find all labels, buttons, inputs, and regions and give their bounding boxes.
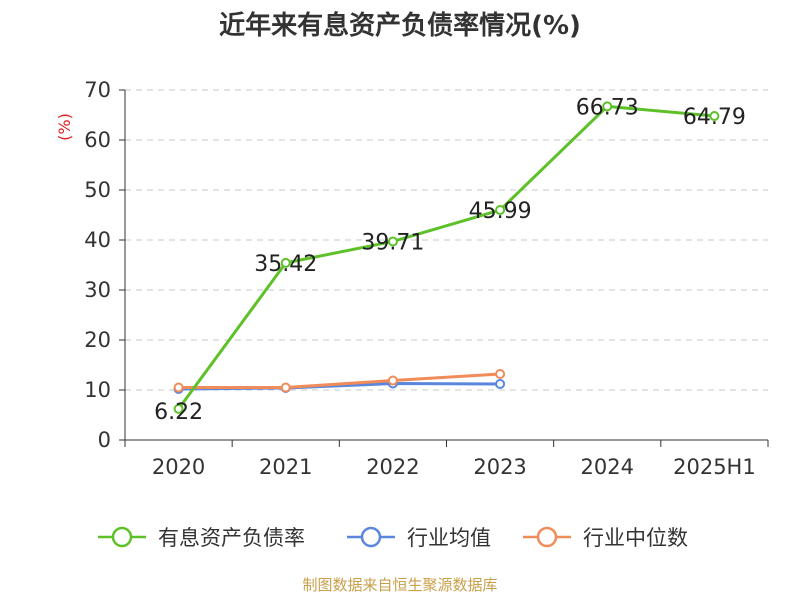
legend-marker xyxy=(111,526,133,548)
series-line xyxy=(177,104,715,410)
data-point xyxy=(602,101,613,112)
legend-marker xyxy=(536,526,558,548)
data-point xyxy=(280,382,291,393)
y-tick-label: 20 xyxy=(84,328,111,352)
data-label: 6.22 xyxy=(154,400,203,425)
series-line xyxy=(178,372,501,389)
y-tick-label: 60 xyxy=(84,128,111,152)
data-point xyxy=(709,111,720,122)
legend: 有息资产负债率 行业均值 行业中位数 xyxy=(98,526,688,550)
legend-label: 行业均值 xyxy=(407,526,491,550)
y-tick-label: 30 xyxy=(84,278,111,302)
legend-label: 有息资产负债率 xyxy=(158,526,305,550)
data-label: 35.42 xyxy=(254,252,317,277)
gridlines xyxy=(125,89,768,391)
data-label: 39.71 xyxy=(361,230,424,255)
data-point xyxy=(495,369,506,379)
y-tick-label: 10 xyxy=(84,378,111,402)
y-axis-unit: (%) xyxy=(55,113,74,141)
chart-title: 近年来有息资产负债率情况(%) xyxy=(219,10,581,41)
data-point xyxy=(280,257,291,268)
data-point xyxy=(495,379,506,389)
data-label: 45.99 xyxy=(469,199,532,224)
x-tick-label: 2024 xyxy=(581,455,634,479)
x-tick-label: 2023 xyxy=(473,455,526,479)
y-tick-label: 0 xyxy=(98,428,111,452)
legend-marker xyxy=(360,526,382,548)
data-point xyxy=(173,382,184,393)
x-tick-label: 2020 xyxy=(152,455,205,479)
legend-label: 行业中位数 xyxy=(583,526,688,550)
data-label: 64.79 xyxy=(683,105,746,130)
x-tick-label: 2025H1 xyxy=(673,455,756,479)
x-tick-label: 2021 xyxy=(259,455,312,479)
y-tick-labels: 0 10 20 30 40 50 60 70 xyxy=(84,78,125,452)
data-labels: 6.22 35.42 39.71 45.99 66.73 64.79 xyxy=(154,95,746,425)
data-point xyxy=(495,205,506,216)
y-tick-label: 50 xyxy=(84,178,111,202)
x-tick-labels: 2020 2021 2022 2023 2024 2025H1 xyxy=(124,440,769,479)
series-lines xyxy=(173,101,720,414)
data-point xyxy=(173,403,184,414)
y-tick-label: 70 xyxy=(84,78,111,102)
data-point xyxy=(387,236,398,247)
x-tick-label: 2022 xyxy=(366,455,419,479)
data-point xyxy=(387,375,398,386)
y-tick-label: 40 xyxy=(84,228,111,252)
data-label: 66.73 xyxy=(576,95,639,120)
source-note: 制图数据来自恒生聚源数据库 xyxy=(302,576,497,594)
